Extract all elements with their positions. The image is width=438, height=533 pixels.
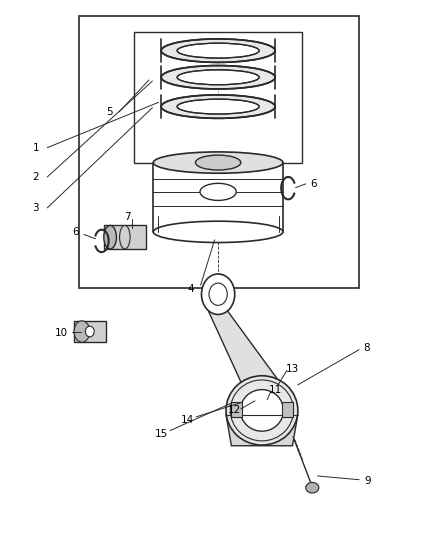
Text: 3: 3 xyxy=(32,203,39,213)
Text: 4: 4 xyxy=(187,284,194,294)
Bar xyxy=(74,321,106,342)
Ellipse shape xyxy=(200,183,236,200)
Ellipse shape xyxy=(85,326,94,337)
Ellipse shape xyxy=(226,376,298,445)
Ellipse shape xyxy=(153,221,283,243)
Ellipse shape xyxy=(120,225,130,249)
Ellipse shape xyxy=(74,321,90,342)
Text: 9: 9 xyxy=(364,477,371,486)
Ellipse shape xyxy=(177,99,259,114)
Ellipse shape xyxy=(161,39,275,62)
Text: 10: 10 xyxy=(55,328,68,338)
Ellipse shape xyxy=(177,70,259,85)
Text: 1: 1 xyxy=(32,143,39,152)
Bar xyxy=(231,402,242,417)
Bar xyxy=(134,32,302,163)
Text: 12: 12 xyxy=(228,406,241,415)
Text: 13: 13 xyxy=(286,364,299,374)
Bar xyxy=(282,402,293,417)
Polygon shape xyxy=(208,311,282,385)
Ellipse shape xyxy=(104,225,117,249)
Ellipse shape xyxy=(195,155,241,170)
Ellipse shape xyxy=(306,482,319,493)
Text: 11: 11 xyxy=(268,385,282,395)
Ellipse shape xyxy=(209,283,227,305)
Polygon shape xyxy=(226,415,298,446)
Text: 6: 6 xyxy=(310,179,317,189)
Ellipse shape xyxy=(201,274,235,314)
Ellipse shape xyxy=(240,390,283,431)
Text: 14: 14 xyxy=(181,415,194,425)
Text: 15: 15 xyxy=(155,430,168,439)
Text: 2: 2 xyxy=(32,172,39,182)
Ellipse shape xyxy=(153,152,283,173)
Bar xyxy=(79,16,359,288)
Ellipse shape xyxy=(161,95,275,118)
Text: 8: 8 xyxy=(364,343,371,352)
Bar xyxy=(104,225,146,249)
Ellipse shape xyxy=(177,43,259,58)
Ellipse shape xyxy=(161,66,275,89)
Text: 5: 5 xyxy=(106,107,113,117)
Text: 7: 7 xyxy=(124,212,131,222)
Text: 6: 6 xyxy=(72,227,79,237)
